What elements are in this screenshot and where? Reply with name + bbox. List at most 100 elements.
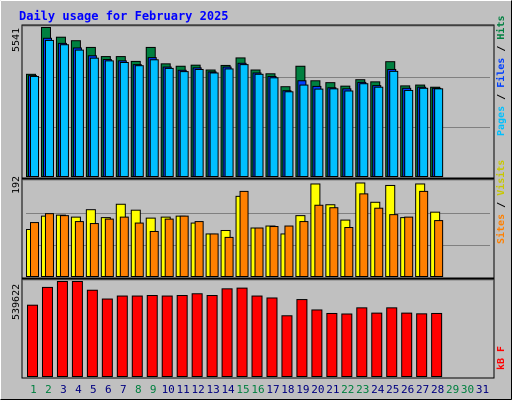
x-tick-label-day-24: 24 <box>371 383 385 396</box>
bar-pages-day-3 <box>59 44 69 177</box>
x-tick-label-day-6: 6 <box>105 383 112 396</box>
bar-pages-day-17 <box>269 77 279 177</box>
legend-separator-3: / <box>496 202 507 208</box>
bar-pages-day-19 <box>299 84 309 177</box>
bar-pages-day-1 <box>30 75 39 177</box>
chart-title: Daily usage for February 2025 <box>19 9 229 23</box>
x-tick-label-day-8: 8 <box>135 383 142 396</box>
bar-sites-day-22 <box>344 227 354 277</box>
bar-sites-day-14 <box>224 236 234 277</box>
bar-pages-day-13 <box>209 72 219 177</box>
x-tick-label-day-26: 26 <box>401 383 414 396</box>
bar-kbytes-day-23 <box>356 307 368 377</box>
x-tick-label-day-22: 22 <box>341 383 354 396</box>
bar-pages-day-23 <box>359 83 369 177</box>
legend-separator-2: / <box>496 46 507 52</box>
bar-sites-day-23 <box>359 193 369 278</box>
bar-sites-day-1 <box>30 222 39 277</box>
bar-kbytes-day-7 <box>116 295 128 377</box>
x-tick-label-day-23: 23 <box>356 383 369 396</box>
bar-pages-day-28 <box>434 88 444 177</box>
legend-pages: Pages <box>496 106 507 136</box>
bar-pages-day-8 <box>134 65 144 177</box>
bar-pages-day-18 <box>284 91 294 177</box>
x-tick-label-day-4: 4 <box>75 383 82 396</box>
bar-sites-day-27 <box>419 190 429 277</box>
bar-sites-day-8 <box>134 222 144 277</box>
bar-kbytes-day-10 <box>161 295 173 377</box>
bar-kbytes-day-9 <box>146 295 158 378</box>
panel-frame-3 <box>21 278 495 379</box>
panel-frame-1 <box>21 24 495 179</box>
legend-kbytes: kB F <box>496 346 507 370</box>
bar-kbytes-day-11 <box>176 295 188 378</box>
x-tick-label-day-25: 25 <box>386 383 399 396</box>
bar-sites-day-21 <box>329 207 339 277</box>
x-tick-label-day-12: 12 <box>192 383 205 396</box>
bar-kbytes-day-4 <box>71 281 83 377</box>
legend-sites: Sites <box>495 214 507 244</box>
bar-pages-day-22 <box>344 90 354 177</box>
bar-kbytes-day-6 <box>101 298 113 377</box>
x-tick-label-day-5: 5 <box>90 383 97 396</box>
panel-frame-2 <box>21 178 495 279</box>
x-tick-label-day-30: 30 <box>461 383 474 396</box>
bar-pages-day-20 <box>314 88 324 177</box>
bar-kbytes-day-15 <box>236 287 248 377</box>
bar-kbytes-day-17 <box>266 297 278 378</box>
bar-kbytes-day-18 <box>281 315 293 377</box>
bar-pages-day-4 <box>74 49 84 178</box>
bar-sites-day-25 <box>389 214 399 278</box>
bar-sites-day-17 <box>269 226 279 278</box>
x-tick-label-day-7: 7 <box>120 383 127 396</box>
bar-sites-day-3 <box>59 215 69 277</box>
bar-pages-day-6 <box>104 60 114 177</box>
x-tick-label-day-3: 3 <box>60 383 67 396</box>
x-tick-label-day-21: 21 <box>326 383 339 396</box>
bar-sites-day-5 <box>89 223 99 278</box>
bar-sites-day-7 <box>119 216 129 277</box>
bar-pages-day-9 <box>149 59 159 177</box>
x-tick-label-day-20: 20 <box>311 383 324 396</box>
bar-kbytes-day-26 <box>401 312 413 378</box>
bar-pages-day-16 <box>254 73 264 177</box>
bar-sites-day-26 <box>404 216 414 277</box>
bar-pages-day-25 <box>389 70 399 177</box>
x-tick-label-day-13: 13 <box>206 383 219 396</box>
x-tick-label-day-27: 27 <box>416 383 429 396</box>
bar-kbytes-day-19 <box>296 299 308 378</box>
bar-kbytes-day-2 <box>41 286 53 377</box>
legend-files: Files <box>495 58 507 88</box>
bar-sites-day-13 <box>209 233 219 278</box>
legend-hits: Hits <box>495 16 507 40</box>
x-tick-label-day-11: 11 <box>177 383 190 396</box>
legend-separator-1: / <box>496 94 507 100</box>
bar-pages-day-15 <box>239 64 249 177</box>
bar-kbytes-day-1 <box>27 304 38 378</box>
bar-pages-day-10 <box>164 67 174 177</box>
bar-kbytes-day-20 <box>311 309 323 378</box>
x-tick-label-day-2: 2 <box>45 383 52 396</box>
x-tick-label-day-14: 14 <box>221 383 235 396</box>
bar-kbytes-day-5 <box>86 289 98 377</box>
bottom-panel-max-label: 539622 <box>11 284 22 320</box>
bar-kbytes-day-8 <box>131 295 143 377</box>
bar-kbytes-day-12 <box>191 293 203 377</box>
bar-kbytes-day-22 <box>341 313 353 377</box>
bar-kbytes-day-27 <box>416 313 428 378</box>
x-tick-label-day-9: 9 <box>150 383 157 396</box>
bar-sites-day-18 <box>284 225 294 277</box>
bar-kbytes-day-3 <box>56 281 68 377</box>
top-panel-legend: Pages / Files / Hits <box>495 16 507 137</box>
bar-sites-day-6 <box>104 218 114 278</box>
bar-pages-day-21 <box>329 88 339 177</box>
bar-pages-day-2 <box>44 39 54 177</box>
bar-kbytes-day-25 <box>386 307 398 377</box>
bar-sites-day-28 <box>434 220 444 278</box>
bar-pages-day-27 <box>419 87 429 177</box>
x-tick-label-day-29: 29 <box>446 383 459 396</box>
x-tick-label-day-31: 31 <box>476 383 489 396</box>
bar-pages-day-14 <box>224 68 234 177</box>
